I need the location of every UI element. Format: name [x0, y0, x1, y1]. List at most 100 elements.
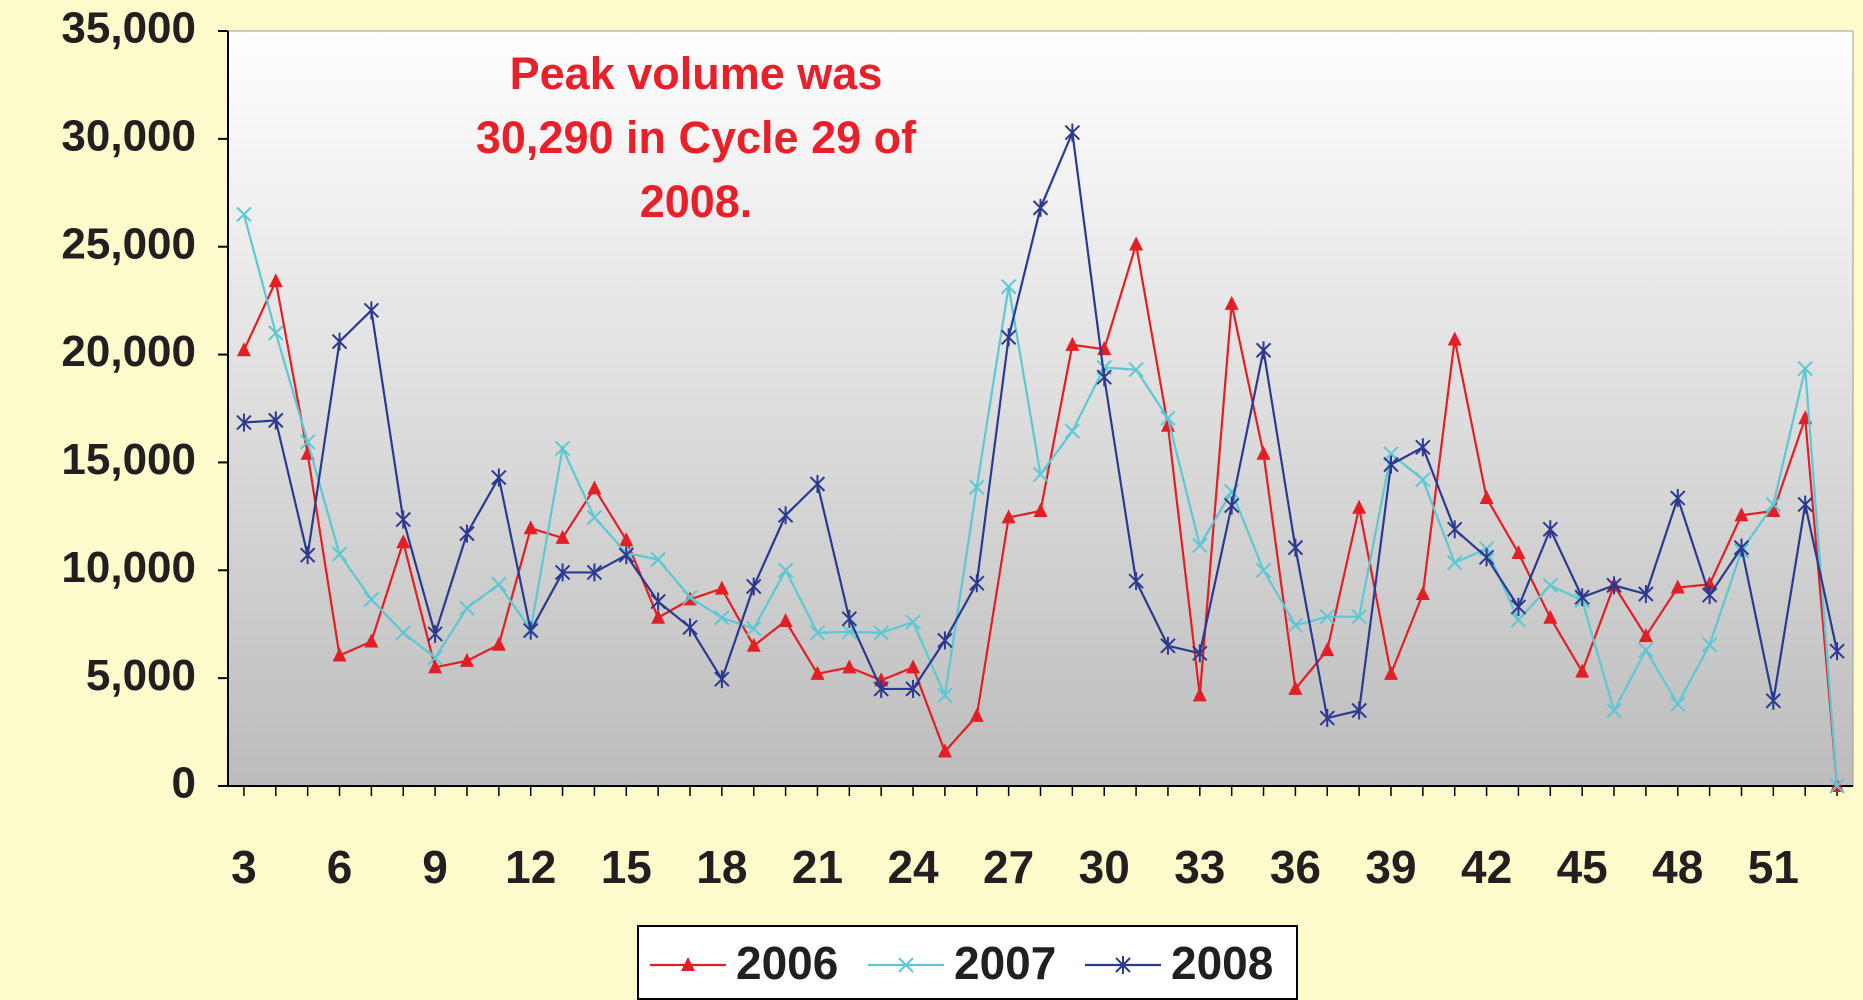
marker-shape: [236, 206, 252, 223]
annotation: 2008.: [640, 176, 753, 227]
annotation: 30,290 in Cycle 29 of: [476, 112, 917, 163]
marker: [651, 609, 666, 624]
marker: [1096, 368, 1112, 387]
marker-shape: [1288, 680, 1303, 695]
marker: [1256, 445, 1271, 460]
marker-shape: [937, 743, 952, 758]
x-tick-label: 33: [1174, 841, 1225, 893]
marker: [491, 636, 506, 651]
marker: [619, 532, 634, 547]
marker: [1543, 609, 1558, 624]
marker: [1223, 496, 1240, 515]
marker: [1638, 628, 1653, 643]
marker: [364, 633, 379, 648]
marker-shape: [523, 520, 538, 535]
y-tick-label: 0: [172, 759, 196, 808]
marker-shape: [459, 652, 474, 667]
marker: [395, 510, 411, 529]
marker-shape: [364, 633, 379, 648]
marker: [1255, 341, 1272, 360]
marker-shape: [428, 659, 443, 674]
marker-shape: [809, 625, 826, 641]
marker: [1638, 585, 1654, 604]
marker-shape: [1000, 278, 1017, 295]
marker-shape: [873, 625, 889, 641]
marker: [1383, 665, 1398, 680]
marker: [746, 620, 762, 637]
x-tick-label: 45: [1557, 841, 1608, 893]
marker: [1574, 588, 1590, 607]
marker-shape: [1224, 295, 1239, 310]
marker-shape: [681, 957, 695, 971]
marker-shape: [554, 440, 571, 457]
y-tick-label: 35,000: [61, 4, 196, 53]
marker: [969, 707, 984, 722]
marker: [395, 625, 411, 641]
marker-shape: [1542, 577, 1559, 594]
marker-shape: [1033, 502, 1048, 517]
marker-shape: [1351, 608, 1367, 625]
legend-label: 2006: [736, 937, 838, 989]
marker-shape: [586, 509, 603, 526]
x-tick-label: 30: [1079, 841, 1130, 893]
marker: [714, 610, 730, 626]
marker: [842, 659, 857, 674]
marker-shape: [363, 591, 380, 608]
marker: [523, 520, 538, 535]
marker-shape: [1320, 642, 1335, 657]
marker-shape: [491, 636, 506, 651]
marker-shape: [1192, 537, 1208, 554]
marker-shape: [1638, 628, 1653, 643]
marker-shape: [1160, 410, 1176, 426]
marker: [1287, 617, 1304, 634]
marker-shape: [1065, 336, 1080, 351]
marker: [268, 273, 283, 288]
marker: [1033, 502, 1048, 517]
marker: [810, 665, 825, 680]
marker: [586, 563, 603, 582]
marker: [969, 479, 985, 495]
marker-shape: [746, 620, 762, 637]
marker-shape: [1001, 509, 1016, 524]
marker-shape: [587, 480, 602, 495]
marker: [236, 206, 252, 223]
marker-shape: [1670, 579, 1685, 594]
marker: [1351, 701, 1367, 720]
x-tick-label: 3: [231, 841, 257, 893]
y-tick-label: 25,000: [61, 219, 196, 268]
x-tick-label: 36: [1270, 841, 1321, 893]
marker: [1128, 572, 1144, 591]
marker: [1064, 123, 1081, 142]
marker: [1733, 538, 1750, 557]
marker: [1001, 509, 1016, 524]
marker: [1670, 696, 1686, 712]
marker-shape: [650, 551, 666, 568]
marker: [1829, 778, 1845, 794]
marker-shape: [1129, 236, 1144, 251]
x-tick-label: 42: [1461, 841, 1512, 893]
marker: [1511, 545, 1526, 560]
marker-shape: [427, 649, 443, 666]
marker: [1415, 586, 1430, 601]
marker: [1765, 496, 1782, 513]
marker-shape: [1287, 617, 1304, 634]
marker-shape: [1479, 490, 1494, 505]
marker: [777, 506, 794, 525]
marker: [1115, 956, 1131, 974]
marker-shape: [268, 273, 283, 288]
marker-shape: [842, 659, 857, 674]
legend-label: 2007: [954, 937, 1056, 989]
marker: [1701, 636, 1718, 653]
marker: [363, 301, 380, 320]
marker-shape: [268, 325, 284, 341]
marker: [809, 625, 826, 641]
marker: [1638, 642, 1654, 658]
marker-shape: [1383, 446, 1399, 462]
marker-shape: [395, 625, 411, 641]
marker: [428, 659, 443, 674]
marker-shape: [1606, 702, 1622, 719]
y-tick-label: 15,000: [61, 435, 196, 484]
marker: [1319, 709, 1335, 728]
marker: [363, 591, 380, 608]
